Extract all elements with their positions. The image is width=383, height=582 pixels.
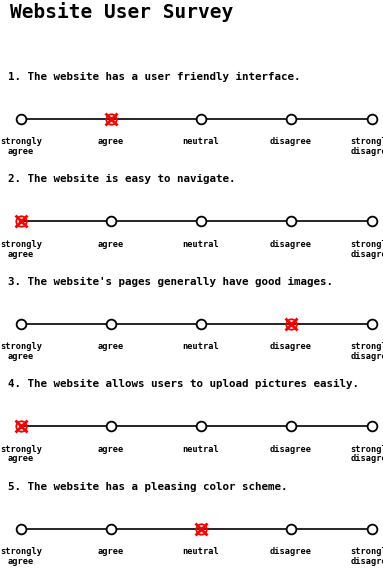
Text: disagree: disagree — [270, 240, 312, 249]
Text: neutral: neutral — [183, 240, 219, 249]
Text: neutral: neutral — [183, 137, 219, 147]
Text: neutral: neutral — [183, 445, 219, 454]
Text: strongly
agree: strongly agree — [0, 137, 42, 156]
Text: strongly
disagree: strongly disagree — [350, 137, 383, 156]
Text: agree: agree — [98, 137, 124, 147]
Text: disagree: disagree — [270, 547, 312, 556]
Text: strongly
agree: strongly agree — [0, 445, 42, 463]
Text: neutral: neutral — [183, 547, 219, 556]
Text: disagree: disagree — [270, 137, 312, 147]
Text: 2. The website is easy to navigate.: 2. The website is easy to navigate. — [8, 175, 235, 184]
Text: agree: agree — [98, 240, 124, 249]
Text: strongly
agree: strongly agree — [0, 240, 42, 258]
Text: agree: agree — [98, 445, 124, 454]
Text: strongly
disagree: strongly disagree — [350, 547, 383, 566]
Text: Website User Survey: Website User Survey — [10, 2, 233, 23]
Text: disagree: disagree — [270, 445, 312, 454]
Text: strongly
disagree: strongly disagree — [350, 240, 383, 258]
Text: agree: agree — [98, 547, 124, 556]
Text: strongly
disagree: strongly disagree — [350, 342, 383, 361]
Text: strongly
disagree: strongly disagree — [350, 445, 383, 463]
Text: agree: agree — [98, 342, 124, 352]
Text: 1. The website has a user friendly interface.: 1. The website has a user friendly inter… — [8, 72, 300, 82]
Text: strongly
agree: strongly agree — [0, 342, 42, 361]
Text: 4. The website allows users to upload pictures easily.: 4. The website allows users to upload pi… — [8, 379, 358, 389]
Text: disagree: disagree — [270, 342, 312, 352]
Text: strongly
agree: strongly agree — [0, 547, 42, 566]
Text: 5. The website has a pleasing color scheme.: 5. The website has a pleasing color sche… — [8, 482, 287, 492]
Text: neutral: neutral — [183, 342, 219, 352]
Text: 3. The website's pages generally have good images.: 3. The website's pages generally have go… — [8, 277, 333, 287]
